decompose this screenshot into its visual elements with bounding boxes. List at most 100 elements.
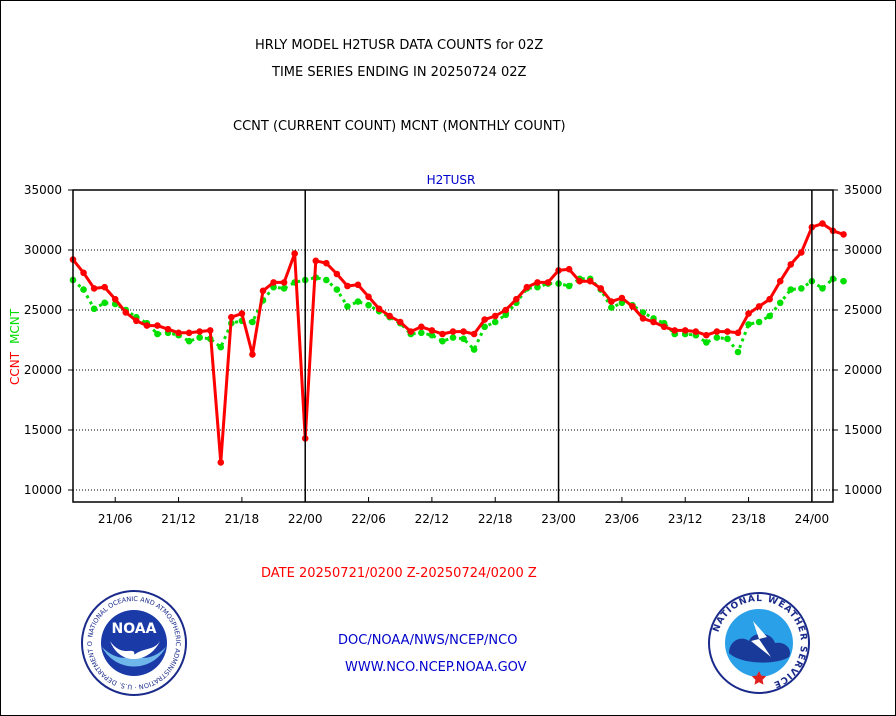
data-point (608, 304, 615, 311)
x-tick-label: 24/00 (795, 512, 830, 526)
data-point (460, 328, 467, 335)
data-point (523, 283, 531, 291)
data-point (154, 322, 161, 329)
data-point (185, 329, 193, 337)
data-point (344, 282, 351, 290)
data-point (80, 286, 87, 293)
x-tick-label: 22/18 (478, 512, 513, 526)
y-axis-label-mcnt: MCNT (8, 308, 22, 344)
x-tick-label: 23/18 (731, 512, 766, 526)
data-point (164, 325, 172, 333)
y-tick-label-left: 20000 (24, 363, 62, 377)
data-point (154, 330, 161, 338)
data-point (344, 303, 351, 310)
data-point (280, 285, 288, 292)
y-tick-label-left: 30000 (24, 243, 62, 257)
data-point (639, 315, 647, 322)
data-point (470, 346, 478, 353)
data-point (323, 259, 330, 267)
data-point (755, 303, 763, 310)
data-point (365, 301, 372, 309)
data-point (196, 328, 203, 335)
data-point (618, 294, 626, 302)
data-point (671, 327, 678, 334)
data-point (681, 327, 689, 334)
y-tick-label-left: 10000 (24, 483, 62, 497)
data-point (418, 323, 425, 331)
data-point (312, 257, 320, 265)
data-point (481, 316, 488, 323)
data-point (449, 328, 457, 335)
data-point (650, 318, 657, 326)
data-point (228, 313, 235, 321)
series-ccnt (69, 220, 847, 466)
data-point (766, 312, 773, 320)
data-point (396, 318, 404, 326)
data-point (534, 279, 541, 286)
data-point (470, 330, 478, 338)
data-point (407, 328, 415, 335)
data-point (333, 286, 341, 293)
data-point (766, 295, 773, 303)
header-subtitle: TIME SERIES ENDING IN 20250724 02Z (272, 65, 527, 80)
data-point (386, 312, 393, 320)
x-tick-label: 21/18 (225, 512, 260, 526)
data-point (249, 351, 256, 358)
y-axis: 10000 10000 15000 15000 20000 20000 25000 25000… (24, 183, 882, 497)
x-tick-label: 22/06 (351, 512, 386, 526)
data-point (534, 283, 541, 291)
data-point (565, 282, 573, 290)
website: WWW.NCO.NCEP.NOAA.GOV (345, 660, 527, 675)
data-point (776, 277, 784, 285)
y-tick-label-right: 35000 (844, 183, 882, 197)
data-point (249, 318, 256, 326)
data-point (143, 322, 151, 329)
data-point (460, 335, 467, 343)
x-tick-label: 22/00 (288, 512, 323, 526)
noaa-logo-text: NOAA (112, 621, 157, 637)
data-point (755, 318, 763, 326)
chart-title: H2TUSR (427, 173, 476, 187)
data-point (840, 231, 847, 238)
data-point (724, 328, 731, 335)
data-point (576, 277, 583, 285)
data-point (734, 329, 742, 337)
data-point (639, 309, 647, 316)
data-point (428, 331, 436, 339)
data-point (544, 279, 552, 286)
data-point (418, 329, 425, 337)
data-point (133, 317, 140, 325)
noaa-logo-icon: NATIONAL OCEANIC AND ATMOSPHERIC ADMINIS… (80, 589, 187, 696)
data-point (703, 339, 710, 346)
x-tick-label: 21/12 (161, 512, 196, 526)
data-point (122, 309, 130, 316)
y-tick-label-right: 20000 (844, 363, 882, 377)
data-point (713, 328, 721, 335)
nws-logo-icon: NATIONAL WEATHER SERVICE (708, 592, 810, 694)
data-point (586, 277, 594, 285)
data-point (439, 337, 446, 345)
data-point (270, 279, 277, 286)
data-point (798, 249, 805, 256)
x-axis: 21/06 21/12 21/18 22/00 22/06 22/12 22/18 23/00… (98, 497, 829, 526)
x-tick-label: 23/06 (605, 512, 640, 526)
y-axis-label-ccnt: CCNT (8, 351, 22, 385)
data-point (111, 295, 119, 303)
y-tick-label-right: 15000 (844, 423, 882, 437)
data-point (734, 348, 742, 356)
data-point (745, 321, 752, 328)
grid-lines (73, 249, 833, 491)
data-point (217, 459, 225, 466)
header-legend-description: CCNT (CURRENT COUNT) MCNT (MONTHLY COUNT… (233, 119, 566, 134)
data-point (90, 285, 98, 292)
data-point (491, 318, 499, 326)
data-point (354, 281, 362, 289)
data-point (713, 334, 721, 341)
data-point (565, 265, 573, 273)
x-tick-label: 23/12 (668, 512, 703, 526)
data-point (502, 306, 510, 314)
data-point (819, 220, 826, 227)
data-point (101, 283, 108, 291)
data-point (185, 337, 193, 345)
